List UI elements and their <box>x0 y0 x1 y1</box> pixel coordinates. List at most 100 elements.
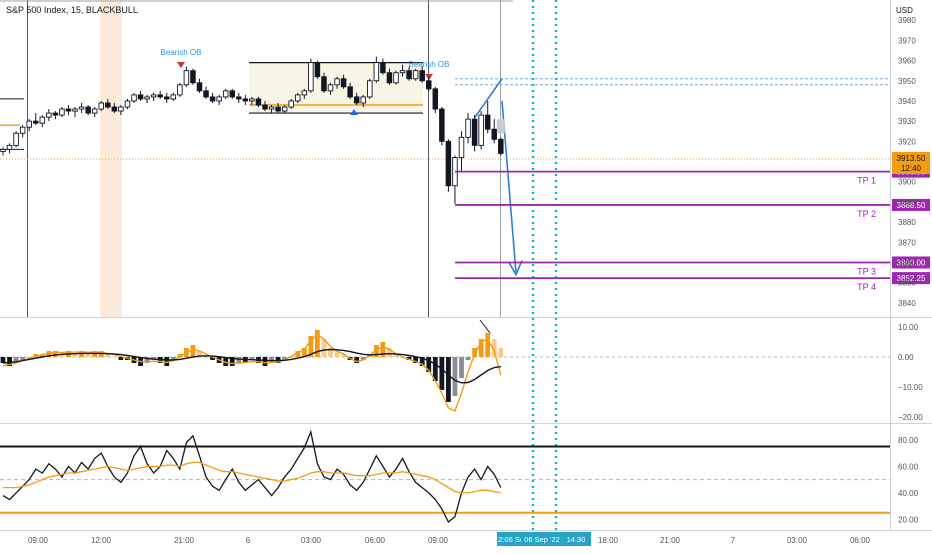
macd-histogram-bar <box>33 354 39 357</box>
candle-body <box>340 78 347 88</box>
projection-path <box>474 78 517 273</box>
target-price-label: 3888.50 <box>897 201 926 210</box>
candle-body <box>412 70 419 80</box>
macd-histogram-bar <box>13 357 19 363</box>
rsi-ma-line <box>3 461 501 494</box>
candle-body <box>59 108 65 116</box>
time-tick-label: 09:00 <box>28 536 49 545</box>
macd-tick-label: 10.00 <box>898 323 919 332</box>
candle-body <box>111 106 118 112</box>
rsi-tick-label: 60.00 <box>898 462 919 471</box>
macd-histogram-bar <box>59 354 65 357</box>
candle-body <box>209 96 216 102</box>
macd-histogram-bar <box>478 339 484 357</box>
macd-histogram-bar <box>7 357 12 366</box>
target-price-tag <box>892 198 930 211</box>
rsi-line <box>2 429 502 524</box>
candle-body <box>360 96 367 104</box>
macd-histogram-bar <box>387 348 392 357</box>
macd-histogram-bar <box>373 345 379 357</box>
candle-body <box>19 126 26 134</box>
candle-body <box>471 118 478 146</box>
current-price-countdown: 12:40 <box>901 164 922 173</box>
macd-histogram-bar <box>118 357 124 360</box>
time-tick-label: 03:00 <box>301 536 322 545</box>
candle-body <box>150 94 157 98</box>
candle-body <box>85 106 91 114</box>
price-tick-label: 3890 <box>898 198 916 207</box>
candle-body <box>353 96 360 104</box>
macd-histogram-bar <box>144 357 150 363</box>
candle-body <box>249 98 255 102</box>
cursor-time-label: 12:06 Se <box>494 535 524 544</box>
macd-histogram-bar <box>380 342 386 357</box>
projection-arrowhead <box>508 260 523 277</box>
candle-body <box>13 132 19 146</box>
macd-histogram-bar <box>53 351 58 357</box>
candle-body <box>268 106 275 110</box>
macd-tick-label: −20.00 <box>898 413 923 422</box>
candle-body <box>46 112 52 118</box>
cursor-time-tag <box>497 532 521 546</box>
candle-body <box>78 106 85 110</box>
target-name: TP 2 <box>857 209 876 219</box>
time-tick-label: 18:00 <box>598 536 619 545</box>
macd-histogram-bar <box>223 357 229 366</box>
candle-body <box>465 118 471 138</box>
candle-body <box>124 100 131 108</box>
candle-body <box>255 98 262 106</box>
bearish-ob-marker <box>177 62 185 68</box>
macd-histogram-bar <box>85 354 91 357</box>
macd-histogram-bar <box>170 357 176 360</box>
chart-title: S&P 500 Index, 15, BLACKBULL <box>6 5 138 15</box>
macd-histogram-bar <box>498 348 504 357</box>
macd-histogram-bar <box>249 357 255 360</box>
candle-body <box>98 102 104 110</box>
macd-histogram-bar <box>459 357 464 378</box>
macd-histogram-bar <box>354 357 360 363</box>
time-tick-label: 12:00 <box>91 536 112 545</box>
macd-histogram-bar <box>321 339 327 357</box>
macd-histogram-bar <box>203 357 209 358</box>
macd-histogram-bar <box>413 357 419 363</box>
price-tick-label: 3870 <box>898 238 916 247</box>
macd-histogram-bar <box>328 348 333 357</box>
price-tick-label: 3850 <box>898 279 916 288</box>
candle-body <box>321 76 327 92</box>
target-price-tag <box>892 256 930 269</box>
candle-body <box>177 84 183 96</box>
candle-body <box>347 86 353 98</box>
candle-body <box>144 96 150 100</box>
candle-pending <box>496 119 505 134</box>
candle-body <box>327 84 334 92</box>
target-price-label: 3860.00 <box>897 258 926 267</box>
price-tick-label: 3840 <box>898 299 916 308</box>
annotation-bearish-ob: Bearish OB <box>409 60 450 69</box>
candle-body <box>432 88 439 110</box>
candle-body <box>222 90 229 98</box>
macd-histogram-bar <box>341 354 346 357</box>
macd-histogram-bar <box>491 339 497 357</box>
macd-histogram-bar <box>295 351 301 357</box>
macd-histogram-bar <box>39 354 45 357</box>
candle-body <box>426 80 432 90</box>
macd-histogram-bar <box>288 357 294 358</box>
time-tick-label: 09:00 <box>428 536 449 545</box>
macd-histogram-bar <box>485 333 491 357</box>
target-price-tag <box>892 272 930 285</box>
candle-body <box>458 136 465 158</box>
candle-body <box>72 108 78 112</box>
macd-histogram-bar <box>177 354 183 357</box>
candle-body <box>52 112 59 116</box>
macd-histogram-bar <box>315 330 320 357</box>
macd-line <box>2 333 502 412</box>
macd-histogram-bar <box>46 351 52 357</box>
target-price-label: 3852.25 <box>897 274 926 283</box>
macd-histogram-bar <box>426 357 432 372</box>
macd-signal-line <box>2 348 501 384</box>
price-tick-label: 3940 <box>898 97 916 106</box>
macd-histogram-bar <box>308 336 314 357</box>
candle-body <box>373 62 380 82</box>
macd-histogram-bar <box>236 357 242 363</box>
